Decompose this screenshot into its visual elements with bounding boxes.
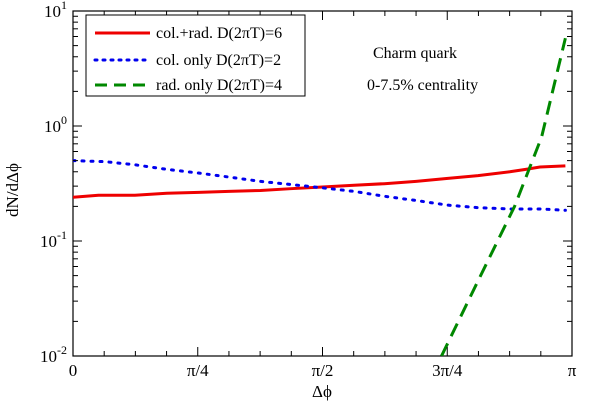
series-line-0 <box>73 164 566 199</box>
legend-label-rad-only: rad. only D(2πT)=4 <box>156 77 282 94</box>
x-tick-label: π/4 <box>187 361 209 380</box>
x-tick-label: π/2 <box>312 361 334 380</box>
series-line-1 <box>73 159 567 212</box>
legend-box <box>85 14 306 97</box>
legend-label-col-only: col. only D(2πT)=2 <box>156 52 281 69</box>
series-line-2 <box>440 37 567 356</box>
series-layer <box>73 37 567 356</box>
annotation-charm-quark: Charm quark <box>373 45 457 62</box>
legend-label-col-rad: col.+rad. D(2πT)=6 <box>156 25 282 42</box>
x-tick-label: 3π/4 <box>432 361 463 380</box>
x-tick-label: π <box>568 361 577 380</box>
x-tick-label: 0 <box>69 361 78 380</box>
legend: col.+rad. D(2πT)=6 col. only D(2πT)=2 ra… <box>85 14 306 97</box>
annotation-centrality: 0-7.5% centrality <box>367 77 478 94</box>
y-axis-title: dN/dΔϕ <box>3 163 22 217</box>
y-tick-label: 10-2 <box>40 343 67 366</box>
y-tick-label: 100 <box>44 113 67 136</box>
y-tick-label: 101 <box>44 0 67 21</box>
axes-layer: 0 π/4 π/2 3π/4 π 10-2 10-1 100 101 <box>40 0 577 380</box>
x-axis-title: Δϕ <box>312 382 332 401</box>
y-tick-label: 10-1 <box>40 228 67 251</box>
